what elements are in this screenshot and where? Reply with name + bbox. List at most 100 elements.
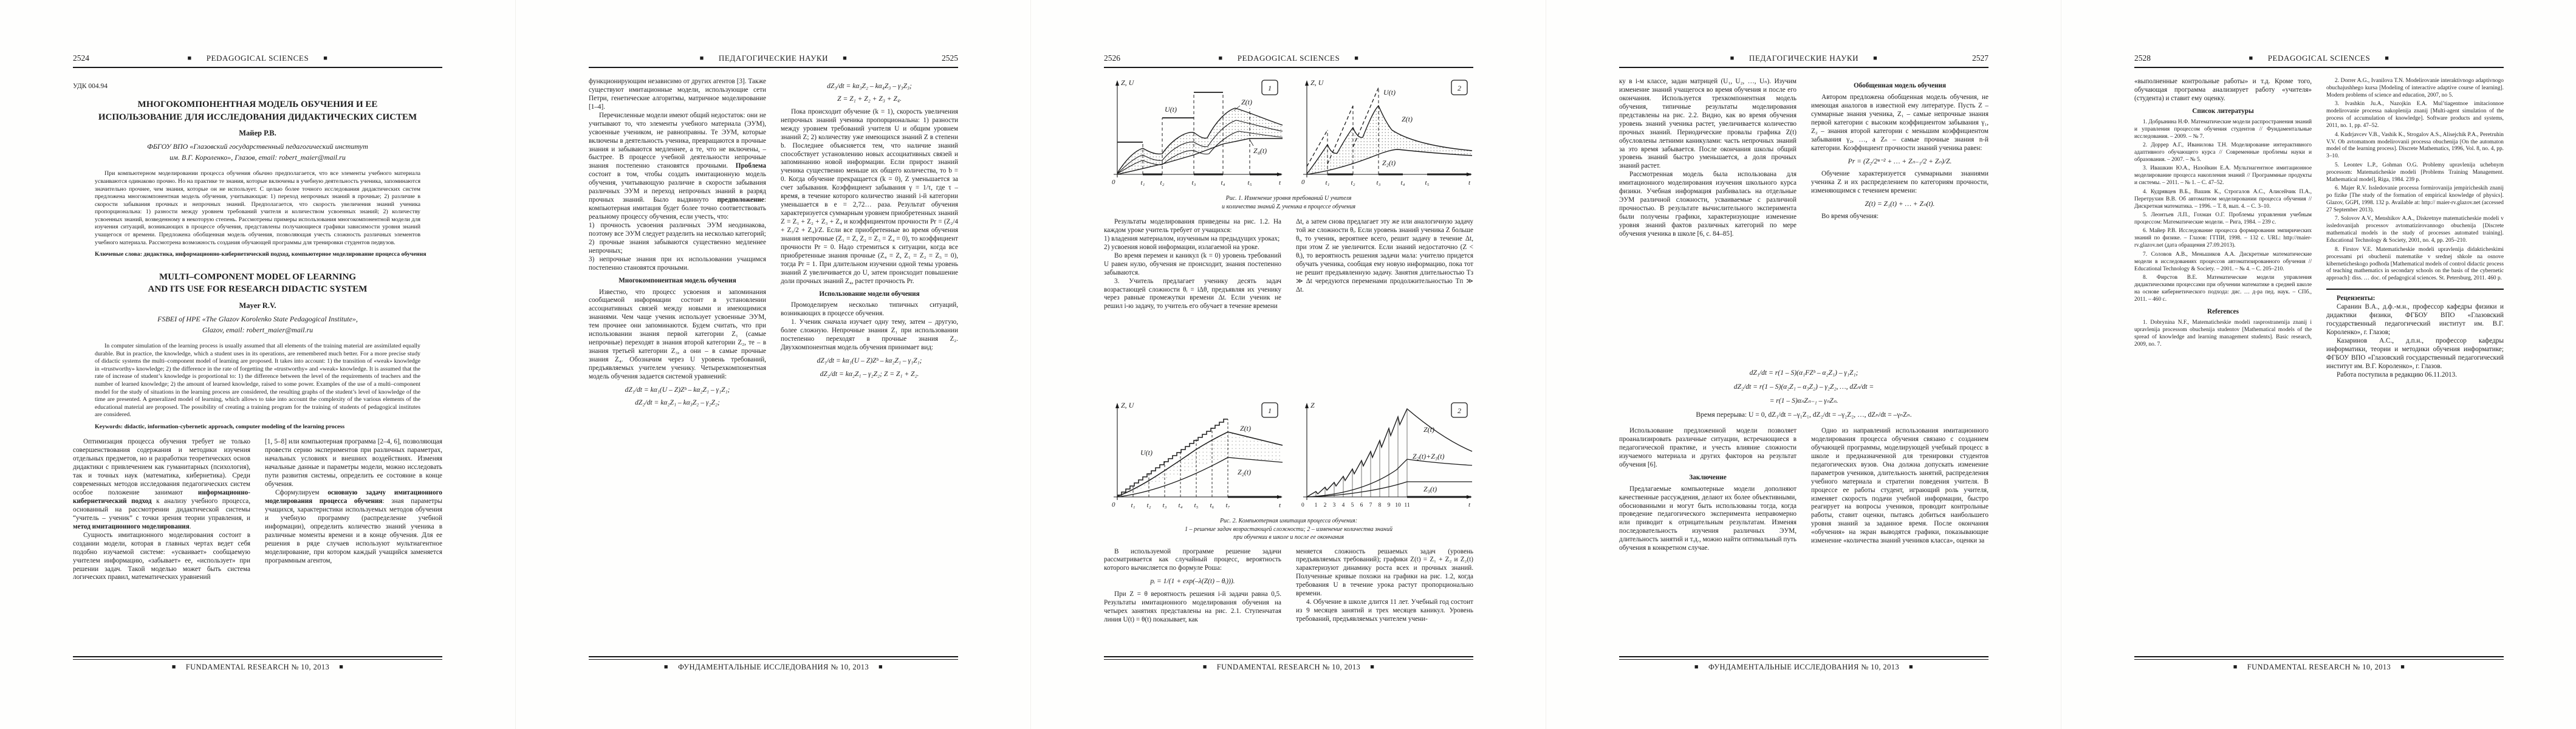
reference-item: 4. Кудрявцев В.Б., Вашик К., Строгалов А… (2134, 188, 2312, 210)
origin-label: 0 (1112, 179, 1115, 186)
paragraph: Обучение характеризуется суммарными знан… (1811, 169, 1989, 194)
footer-square-icon: ■ (879, 663, 883, 671)
section-heading: Многокомпонентная модель обучения (618, 276, 736, 284)
paragraph: меняется сложность решаемых задач (урове… (1296, 547, 1473, 598)
reference-item: 7. Solovov A.V., Menshikov A.A., Diskret… (2326, 216, 2504, 244)
reference-item: 5. Леонтьев Л.П., Гохман О.Г. Проблемы у… (2134, 212, 2312, 225)
origin-label: 0 (1112, 501, 1115, 508)
formula: pᵢ = 1/(1 + exp(–λ(Z(t) – θᵢ))). (1150, 577, 1235, 586)
page-header: 2526 ■ PEDAGOGICAL SCIENCES ■ (1104, 53, 1473, 64)
formula: Время перерыва: U = 0, dZ₁/dt = –γ₁Z₁, d… (1696, 411, 1912, 419)
paragraph: Автором предложена обобщенная модель обу… (1811, 93, 1989, 152)
text-column-right: 2. Dorrer A.G., Ivanilova T.N. Modelirov… (2326, 78, 2504, 648)
page-footer: ■ ФУНДАМЕНТАЛЬНЫЕ ИССЛЕДОВАНИЯ № 10, 2013… (1619, 656, 1989, 672)
paragraph: Одно из направлений использования имитац… (1811, 427, 1989, 545)
reference-item: 8. Firstov V.E. Matematicheskie modeli u… (2326, 246, 2504, 282)
y-axis-label: Z, U (1310, 78, 1324, 87)
formula: dZ₂/dt = r(1 – S)(α₂Z₁ – α₃Z₂) – γ₂Z₂, …… (1733, 383, 1874, 391)
abstract-ru: При компьютерном моделировании процесса … (95, 170, 420, 246)
reference-item: 6. Майер Р.В. Исследование процесса форм… (2134, 228, 2312, 249)
footer-square-icon: ■ (2400, 663, 2405, 671)
curve-label-z: Z(t) (1240, 424, 1251, 433)
keywords-ru: Ключевые слова: дидактика, информационно… (95, 251, 426, 258)
page-number: 2528 (2134, 53, 2151, 63)
curve-label-z4: Z₄(t) (1253, 146, 1267, 155)
paragraph: В используемой программе решение задачи … (1104, 547, 1281, 572)
header-rule (1619, 67, 1989, 68)
paragraph: Известно, что процесс усвоения и запомин… (589, 288, 766, 380)
paragraph: Работа поступила в редакцию 06.11.2013. (2337, 371, 2458, 378)
paragraph: ку в i-м классе, задан матрицей (U₁, U₂,… (1619, 78, 1797, 170)
text-column-right: Δt, а затем снова предлагает эту же или … (1296, 218, 1473, 388)
footer-square-icon: ■ (1370, 663, 1375, 671)
x-tick: t₃ (1192, 179, 1196, 187)
curve-label-u: U(t) (1165, 105, 1177, 114)
formula: dZ₁/dt = r(1 – S)(α₁FZᵇ – α₂Z₁) – γ₁Z₁; (1749, 369, 1858, 377)
x-tick: t₁ (1326, 179, 1330, 187)
footer-rule (1104, 656, 1473, 660)
figure-1: 1 Z, U U(t) Z(t) Z₄(t) 0 t₁ t₂ t₃ t₄ t₅ … (1104, 74, 1473, 191)
paragraph: 2) усвоения новой информации, излагаемой… (1104, 243, 1259, 251)
x-tick: 10 (1395, 502, 1401, 508)
section-heading: Заключение (1689, 473, 1727, 481)
curve-label-u: U(t) (1140, 448, 1153, 457)
header-rule (1104, 67, 1473, 68)
reference-item: 4. Kudrjavcev V.B., Vashik K., Strogalov… (2326, 131, 2504, 160)
footer-square-icon: ■ (171, 663, 176, 671)
x-tick: 11 (1404, 502, 1410, 508)
footer-rule (1619, 656, 1989, 660)
running-head: ПЕДАГОГИЧЕСКИЕ НАУКИ (1749, 53, 1859, 63)
text-column-left: В используемой программе решение задачи … (1104, 548, 1281, 649)
page-number: 2527 (1972, 53, 1989, 63)
formula: dZ₂/dt = kα₂Z₁ – γ₂Z₂; Z = Z₁ + Z₂. (820, 369, 919, 378)
footer-text: ФУНДАМЕНТАЛЬНЫЕ ИССЛЕДОВАНИЯ № 10, 2013 (1708, 663, 1900, 671)
curve-label-u: U(t) (1383, 88, 1396, 97)
formula: dZ₁/dt = kα₁(U – Z)Zᵇ – kα₂Z₁ – γ₁Z₁; (625, 385, 730, 394)
footer-rule (73, 656, 442, 660)
paragraph: 4. Обучение в школе длится 11 лет. Учебн… (1296, 598, 1473, 623)
page-2525: ■ ПЕДАГОГИЧЕСКИЕ НАУКИ ■ 2525 функционирую… (515, 0, 1031, 729)
footer-text: FUNDAMENTAL RESEARCH № 10, 2013 (2247, 663, 2391, 671)
paragraph: 1. Ученик сначала изучает одну тему, зат… (781, 318, 958, 352)
x-tick: 3 (1333, 502, 1336, 508)
y-axis-label: Z, U (1121, 78, 1135, 87)
x-tick: t₅ (1425, 179, 1430, 187)
two-column-text: «выполненные контрольные работы» и т.д. … (2134, 78, 2504, 648)
text-column-right: dZ₃/dt = kα₃Z₂ – kα₄Z₃ – γ₃Z₃; Z = Z₁ + Z… (781, 78, 958, 648)
x-axis-label: t (1279, 502, 1281, 509)
paragraph: Казаринов А.С., д.п.н., профессор кафедр… (2326, 337, 2504, 370)
header-square-icon: ■ (1218, 55, 1223, 62)
x-tick: t₃ (1377, 179, 1381, 187)
paragraph: Рассмотренная модель была использована д… (1619, 171, 1797, 238)
text-column-right: Одно из направлений использования имитац… (1811, 427, 1989, 598)
reference-item: 8. Фирстов В.Е. Математические модели уп… (2134, 275, 2312, 303)
page-2526: 2526 ■ PEDAGOGICAL SCIENCES ■ (1030, 0, 1546, 729)
x-tick: 4 (1342, 502, 1345, 508)
reference-item: 6. Majer R.V. Issledovanie processa form… (2326, 185, 2504, 213)
section-heading: Использование модели обучения (819, 290, 920, 298)
article-title-en: MULTI–COMPONENT MODEL OF LEARNING AND IT… (148, 272, 368, 295)
page-header: 2524 ■ PEDAGOGICAL SCIENCES ■ (73, 53, 442, 64)
header-square-icon: ■ (2249, 55, 2253, 62)
footer-rule (589, 656, 958, 660)
x-tick: t₅ (1248, 179, 1252, 187)
panel-number: 2 (1458, 406, 1461, 415)
page-footer: ■ FUNDAMENTAL RESEARCH № 10, 2013 ■ (73, 656, 442, 672)
abstract-en: In computer simulation of the learning p… (95, 343, 420, 419)
text-column-right: меняется сложность решаемых задач (урове… (1296, 548, 1473, 649)
reference-item: 1. Добрынина Н.Ф. Математические модели … (2134, 118, 2312, 140)
paragraph: Перечисленные модели имеют общий недоста… (589, 111, 766, 221)
x-tick: t₂ (1147, 502, 1151, 509)
x-axis-label: t (1279, 179, 1281, 187)
footer-square-icon: ■ (663, 663, 668, 671)
page-footer: ■ ФУНДАМЕНТАЛЬНЫЕ ИССЛЕДОВАНИЯ № 10, 2013… (589, 656, 958, 672)
reference-item: 5. Leontev L.P., Gohman O.G. Problemy up… (2326, 162, 2504, 183)
text-column-left: Оптимизация процесса обучения требует не… (73, 438, 250, 620)
figure2-panel-1: 1 Z, U U(t) Z(t) Z₂(t) 0 t₁ t₂ t₃ t₄ t₅ … (1112, 401, 1283, 509)
two-column-text: Результаты моделирования приведены на ри… (1104, 218, 1473, 388)
keywords-en: Keywords: didactic, information-cybernet… (95, 423, 345, 430)
figure2-panel-2: 2 Z Z(t) Z₂(t)+Z₃(t) Z₃(t) 0 1 2 3 4 5 6… (1301, 401, 1473, 508)
dot-shading (1117, 432, 1283, 497)
formula: Z(t) = Z₁(t) + … + Zₙ(t). (1865, 199, 1935, 208)
page-2524: 2524 ■ PEDAGOGICAL SCIENCES ■ УДК 004.94 М… (0, 0, 515, 729)
